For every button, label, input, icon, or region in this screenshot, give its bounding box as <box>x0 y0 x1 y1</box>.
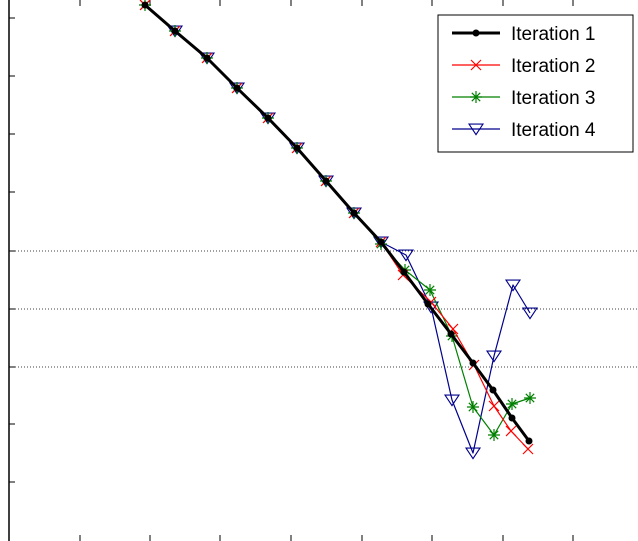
legend-marker-3 <box>470 91 482 103</box>
series-1-point-8 <box>350 209 358 217</box>
series-1-point-1 <box>141 1 149 9</box>
series-2-point-15 <box>505 425 517 437</box>
legend-marker-1 <box>472 29 480 37</box>
series-2-point-14 <box>488 400 500 412</box>
legend-label-4: Iteration 4 <box>511 120 596 141</box>
series-4-point-9 <box>372 236 390 249</box>
series-1-point-15 <box>508 414 516 422</box>
series-1-point-12 <box>447 330 455 338</box>
series-3-point-14 <box>488 429 500 441</box>
legend-label-1: Iteration 1 <box>511 24 596 45</box>
series-4-point-10 <box>397 249 415 262</box>
legend-label-2: Iteration 2 <box>511 56 596 77</box>
series-1-point-7 <box>322 177 330 185</box>
series-3-point-11 <box>424 284 436 296</box>
series-2-point-16 <box>522 443 534 455</box>
series-1-point-6 <box>293 144 301 152</box>
series-1-point-5 <box>264 114 272 122</box>
legend-entry-3: Iteration 3 <box>452 88 596 109</box>
series-3-point-15 <box>506 398 518 410</box>
series-4-point-12 <box>443 394 461 407</box>
series-1-point-14 <box>489 386 497 394</box>
axes <box>8 0 574 541</box>
series-1-point-11 <box>424 300 432 308</box>
series-1-point-9 <box>377 238 385 246</box>
tick-marks <box>9 0 574 541</box>
series-1-point-3 <box>203 54 211 62</box>
series-1-point-10 <box>400 268 408 276</box>
series-1-point-2 <box>171 27 179 35</box>
series-4-point-16 <box>521 307 539 320</box>
series-1 <box>141 1 533 445</box>
series-4-point-13 <box>464 447 482 460</box>
legend-entry-2: Iteration 2 <box>452 56 596 77</box>
series-4-point-15 <box>504 279 522 292</box>
legend-entry-1: Iteration 1 <box>452 24 596 45</box>
series-line-1 <box>144 3 531 442</box>
series-1-point-16 <box>525 437 533 445</box>
legend-label-3: Iteration 3 <box>511 88 596 109</box>
legend: Iteration 1 Iteration 2 Iteration 3 Iterati… <box>437 14 634 153</box>
legend-entry-4: Iteration 4 <box>452 120 596 141</box>
series-layer <box>139 0 539 460</box>
series-1-point-4 <box>233 84 241 92</box>
legend-entries: Iteration 1 Iteration 2 Iteration 3 Iterati… <box>452 24 596 141</box>
series-3-point-16 <box>524 392 536 404</box>
legend-marker-2 <box>470 59 482 71</box>
series-3-point-13 <box>467 401 479 413</box>
series-1-point-13 <box>469 359 477 367</box>
series-4-point-14 <box>485 350 503 363</box>
legend-marker-4 <box>467 123 485 136</box>
